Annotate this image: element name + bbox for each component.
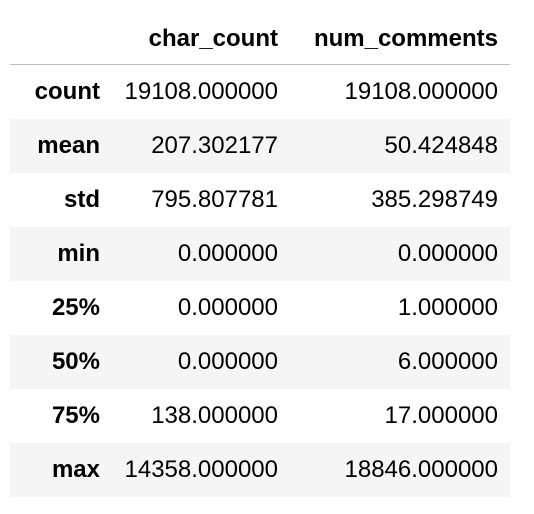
row-label: count bbox=[10, 64, 100, 119]
cell-char-count: 19108.000000 bbox=[100, 64, 290, 119]
cell-char-count: 0.000000 bbox=[100, 226, 290, 281]
cell-char-count: 207.302177 bbox=[100, 118, 290, 173]
table-row: count 19108.000000 19108.000000 bbox=[10, 64, 510, 119]
cell-num-comments: 6.000000 bbox=[290, 334, 510, 389]
cell-num-comments: 17.000000 bbox=[290, 388, 510, 443]
row-label: 50% bbox=[10, 334, 100, 389]
table-row: max 14358.000000 18846.000000 bbox=[10, 442, 510, 497]
cell-char-count: 14358.000000 bbox=[100, 442, 290, 497]
row-label: max bbox=[10, 442, 100, 497]
cell-num-comments: 19108.000000 bbox=[290, 64, 510, 119]
row-label: min bbox=[10, 226, 100, 281]
table-row: 50% 0.000000 6.000000 bbox=[10, 334, 510, 389]
table-row: 25% 0.000000 1.000000 bbox=[10, 280, 510, 335]
row-label: std bbox=[10, 172, 100, 227]
dataframe-output: char_count num_comments count 19108.0000… bbox=[10, 14, 510, 497]
header-row: char_count num_comments bbox=[10, 14, 510, 65]
cell-num-comments: 1.000000 bbox=[290, 280, 510, 335]
describe-table: char_count num_comments count 19108.0000… bbox=[10, 14, 510, 497]
cell-num-comments: 18846.000000 bbox=[290, 442, 510, 497]
table-row: min 0.000000 0.000000 bbox=[10, 226, 510, 281]
row-label: mean bbox=[10, 118, 100, 173]
table-header: char_count num_comments bbox=[10, 14, 510, 65]
cell-num-comments: 50.424848 bbox=[290, 118, 510, 173]
column-header-char-count: char_count bbox=[100, 14, 290, 65]
cell-char-count: 138.000000 bbox=[100, 388, 290, 443]
column-header-num-comments: num_comments bbox=[290, 14, 510, 65]
cell-char-count: 795.807781 bbox=[100, 172, 290, 227]
cell-num-comments: 385.298749 bbox=[290, 172, 510, 227]
table-row: std 795.807781 385.298749 bbox=[10, 172, 510, 227]
row-label: 25% bbox=[10, 280, 100, 335]
table-body: count 19108.000000 19108.000000 mean 207… bbox=[10, 64, 510, 497]
cell-num-comments: 0.000000 bbox=[290, 226, 510, 281]
cell-char-count: 0.000000 bbox=[100, 280, 290, 335]
table-row: 75% 138.000000 17.000000 bbox=[10, 388, 510, 443]
row-label: 75% bbox=[10, 388, 100, 443]
index-header bbox=[10, 14, 100, 65]
table-row: mean 207.302177 50.424848 bbox=[10, 118, 510, 173]
cell-char-count: 0.000000 bbox=[100, 334, 290, 389]
